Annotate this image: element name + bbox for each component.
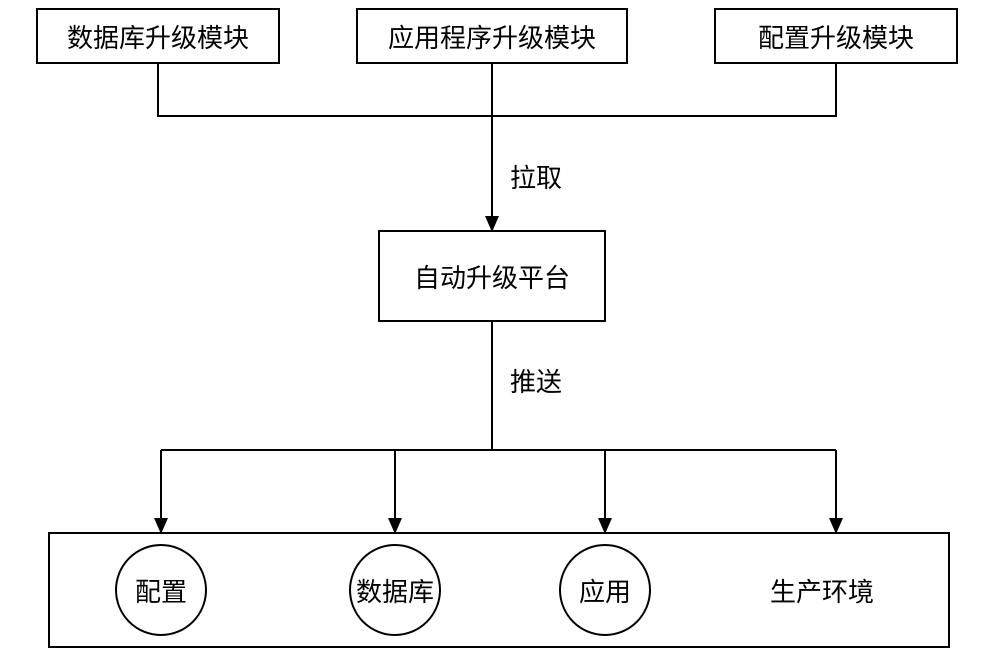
diagram-canvas: 数据库升级模块 应用程序升级模块 配置升级模块 自动升级平台 生产环境 配置 数… [0, 0, 1000, 657]
node-app-circle: 应用 [559, 544, 651, 636]
node-label: 应用 [579, 572, 631, 609]
node-label: 数据库 [356, 572, 434, 609]
node-config-circle: 配置 [115, 544, 207, 636]
node-label: 应用程序升级模块 [388, 18, 596, 55]
node-app-upgrade-module: 应用程序升级模块 [356, 8, 628, 64]
node-config-upgrade-module: 配置升级模块 [714, 8, 958, 64]
node-db-upgrade-module: 数据库升级模块 [36, 8, 280, 64]
node-auto-upgrade-platform: 自动升级平台 [378, 230, 606, 322]
edge-label-push: 推送 [510, 362, 562, 399]
node-db-circle: 数据库 [349, 544, 441, 636]
node-label: 数据库升级模块 [67, 18, 249, 55]
node-label: 配置 [135, 572, 187, 609]
edge-label-pull: 拉取 [510, 158, 562, 195]
node-label: 配置升级模块 [758, 18, 914, 55]
node-label: 自动升级平台 [414, 258, 570, 295]
node-label: 生产环境 [770, 572, 874, 609]
